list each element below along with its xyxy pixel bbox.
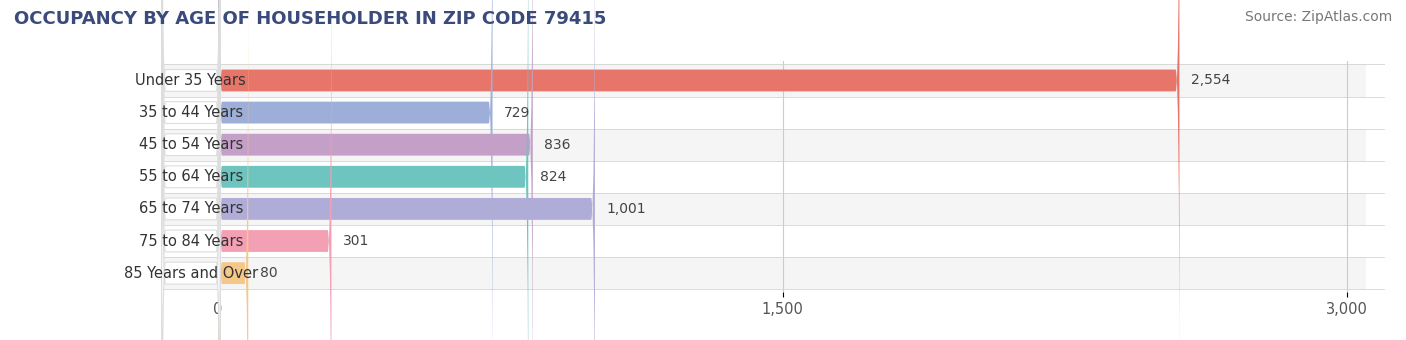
- Text: 55 to 64 Years: 55 to 64 Years: [139, 169, 243, 184]
- FancyBboxPatch shape: [160, 193, 1367, 225]
- FancyBboxPatch shape: [160, 161, 1367, 193]
- Text: 85 Years and Over: 85 Years and Over: [124, 266, 257, 280]
- FancyBboxPatch shape: [218, 0, 595, 340]
- Text: 65 to 74 Years: 65 to 74 Years: [139, 201, 243, 217]
- Text: OCCUPANCY BY AGE OF HOUSEHOLDER IN ZIP CODE 79415: OCCUPANCY BY AGE OF HOUSEHOLDER IN ZIP C…: [14, 10, 606, 28]
- FancyBboxPatch shape: [162, 0, 219, 340]
- FancyBboxPatch shape: [160, 225, 1367, 257]
- FancyBboxPatch shape: [162, 0, 219, 340]
- Text: 2,554: 2,554: [1191, 73, 1230, 87]
- FancyBboxPatch shape: [218, 0, 1180, 340]
- Text: 80: 80: [260, 266, 277, 280]
- FancyBboxPatch shape: [160, 129, 1367, 161]
- Text: 836: 836: [544, 138, 571, 152]
- Text: Under 35 Years: Under 35 Years: [135, 73, 246, 88]
- Text: 824: 824: [540, 170, 567, 184]
- Text: 45 to 54 Years: 45 to 54 Years: [139, 137, 243, 152]
- FancyBboxPatch shape: [218, 0, 492, 340]
- FancyBboxPatch shape: [160, 257, 1367, 289]
- FancyBboxPatch shape: [162, 0, 219, 340]
- FancyBboxPatch shape: [160, 64, 1367, 97]
- Text: Source: ZipAtlas.com: Source: ZipAtlas.com: [1244, 10, 1392, 24]
- Text: 75 to 84 Years: 75 to 84 Years: [139, 234, 243, 249]
- FancyBboxPatch shape: [218, 0, 249, 340]
- Text: 35 to 44 Years: 35 to 44 Years: [139, 105, 243, 120]
- Text: 1,001: 1,001: [606, 202, 645, 216]
- FancyBboxPatch shape: [162, 0, 219, 340]
- FancyBboxPatch shape: [162, 0, 219, 340]
- FancyBboxPatch shape: [162, 0, 219, 340]
- FancyBboxPatch shape: [162, 0, 219, 340]
- FancyBboxPatch shape: [218, 0, 529, 340]
- Text: 301: 301: [343, 234, 370, 248]
- FancyBboxPatch shape: [160, 97, 1367, 129]
- Text: 729: 729: [503, 106, 530, 120]
- FancyBboxPatch shape: [218, 0, 332, 340]
- FancyBboxPatch shape: [218, 0, 533, 340]
